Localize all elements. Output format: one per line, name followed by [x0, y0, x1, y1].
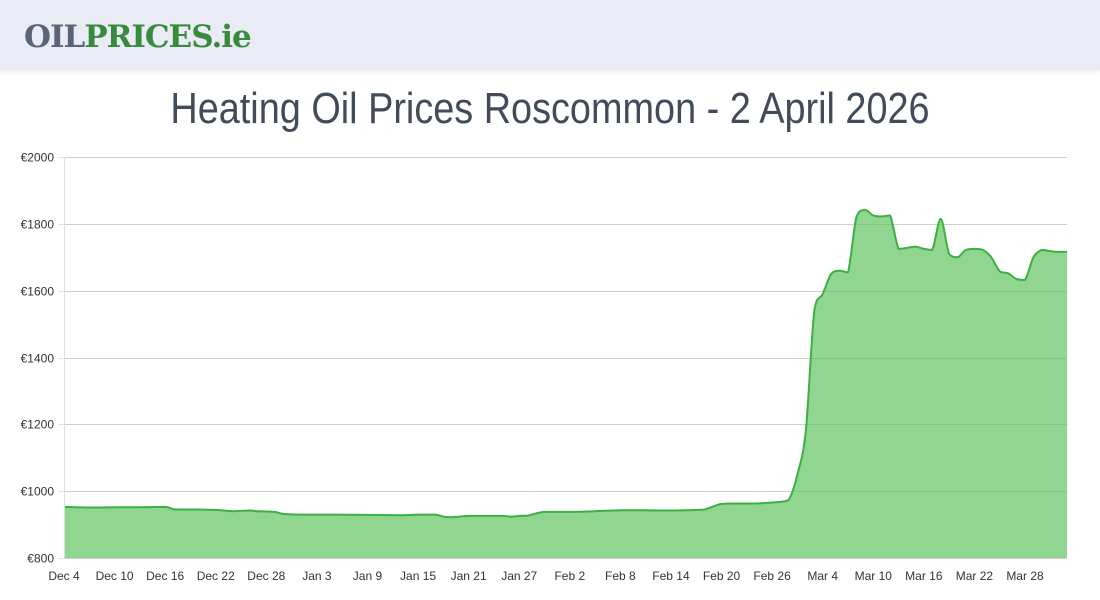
x-tick-label: Jan 21	[451, 569, 487, 583]
x-tick-label: Dec 16	[146, 569, 184, 583]
x-tick-label: Feb 20	[703, 569, 741, 583]
x-tick-label: Jan 3	[302, 569, 332, 583]
x-tick-label: Feb 2	[554, 569, 585, 583]
price-area-fill	[64, 209, 1068, 559]
x-tick-label: Jan 27	[501, 569, 537, 583]
y-tick-label: €1600	[21, 285, 55, 299]
x-tick-label: Dec 28	[247, 569, 285, 583]
x-axis-ticks: Dec 4 Dec 10 Dec 16 Dec 22 Dec 28 Jan 3 Jan 9 J…	[48, 569, 1044, 583]
x-tick-label: Feb 8	[605, 569, 636, 583]
x-tick-label: Mar 28	[1006, 569, 1044, 583]
x-tick-label: Mar 22	[956, 569, 994, 583]
x-tick-label: Jan 15	[400, 569, 436, 583]
chart-gridlines-overlay	[64, 157, 1067, 559]
x-tick-label: Feb 26	[753, 569, 791, 583]
y-axis-ticks: €800 €1000 €1200 €1400 €1600 €1800 €2000	[21, 151, 55, 566]
logo-oil-text: OIL	[24, 19, 85, 55]
y-tick-label: €2000	[21, 151, 55, 165]
y-tick-label: €800	[27, 552, 54, 566]
page-title: Heating Oil Prices Roscommon - 2 April 2…	[170, 84, 930, 133]
x-tick-label: Feb 14	[652, 569, 690, 583]
y-tick-label: €1200	[21, 418, 55, 432]
logo-prices-text: PRICES.ie	[84, 19, 251, 55]
x-tick-label: Mar 16	[905, 569, 943, 583]
y-tick-label: €1000	[21, 485, 55, 499]
y-tick-label: €1400	[21, 352, 55, 366]
x-tick-label: Dec 22	[197, 569, 235, 583]
site-header: OILPRICES.ie	[0, 0, 1100, 70]
x-tick-label: Mar 10	[855, 569, 893, 583]
x-tick-label: Mar 4	[807, 569, 838, 583]
price-line	[63, 208, 1068, 519]
x-tick-label: Dec 10	[96, 569, 134, 583]
x-tick-label: Jan 9	[353, 569, 383, 583]
site-logo[interactable]: OILPRICES.ie	[24, 17, 252, 57]
x-tick-label: Dec 4	[48, 569, 80, 583]
y-tick-label: €1800	[21, 218, 55, 232]
